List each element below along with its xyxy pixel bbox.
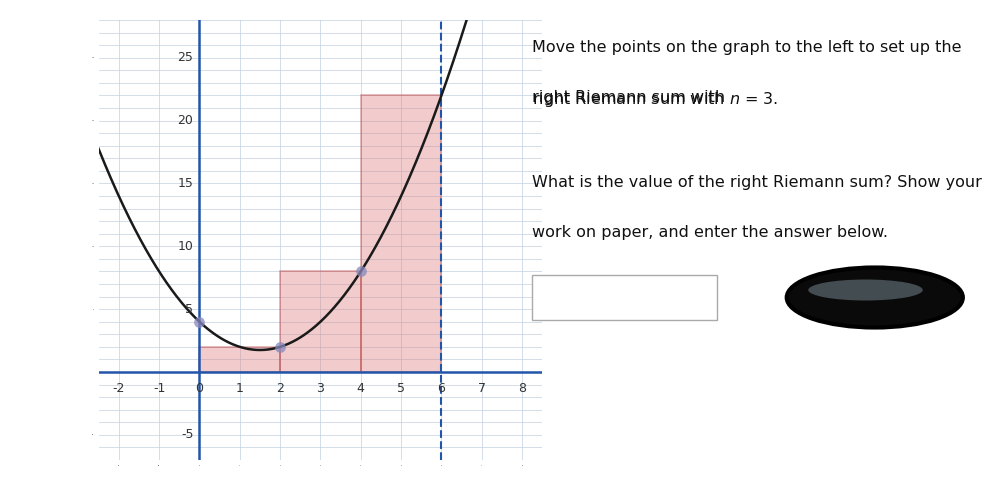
Text: 10: 10 [177,240,193,253]
Text: 3: 3 [317,382,324,395]
Text: 7: 7 [478,382,486,395]
Text: work on paper, and enter the answer below.: work on paper, and enter the answer belo… [531,225,887,240]
Point [353,268,369,276]
Point [272,343,288,351]
Text: 2: 2 [276,382,284,395]
Text: What is the value of the right Riemann sum? Show your: What is the value of the right Riemann s… [531,175,982,190]
Text: 0: 0 [195,382,203,395]
Text: -2: -2 [112,382,125,395]
Point [191,318,207,326]
Text: Move the points on the graph to the left to set up the: Move the points on the graph to the left… [531,40,961,55]
Text: 8: 8 [518,382,527,395]
Bar [199,347,280,372]
Text: 5: 5 [397,382,405,395]
Ellipse shape [787,268,962,328]
Ellipse shape [809,280,923,300]
Bar [280,272,361,372]
Text: -5: -5 [180,428,193,442]
Bar [361,96,442,372]
Text: 5: 5 [185,302,193,316]
Text: 6: 6 [438,382,446,395]
Text: right Riemann sum with $n$ = 3.: right Riemann sum with $n$ = 3. [531,90,778,109]
Text: right Riemann sum with: right Riemann sum with [531,90,730,105]
Text: -1: -1 [153,382,166,395]
Text: 4: 4 [357,382,365,395]
Text: 1: 1 [236,382,244,395]
FancyBboxPatch shape [531,275,717,320]
Text: 20: 20 [177,114,193,127]
Text: 15: 15 [177,177,193,190]
Text: 25: 25 [177,51,193,64]
